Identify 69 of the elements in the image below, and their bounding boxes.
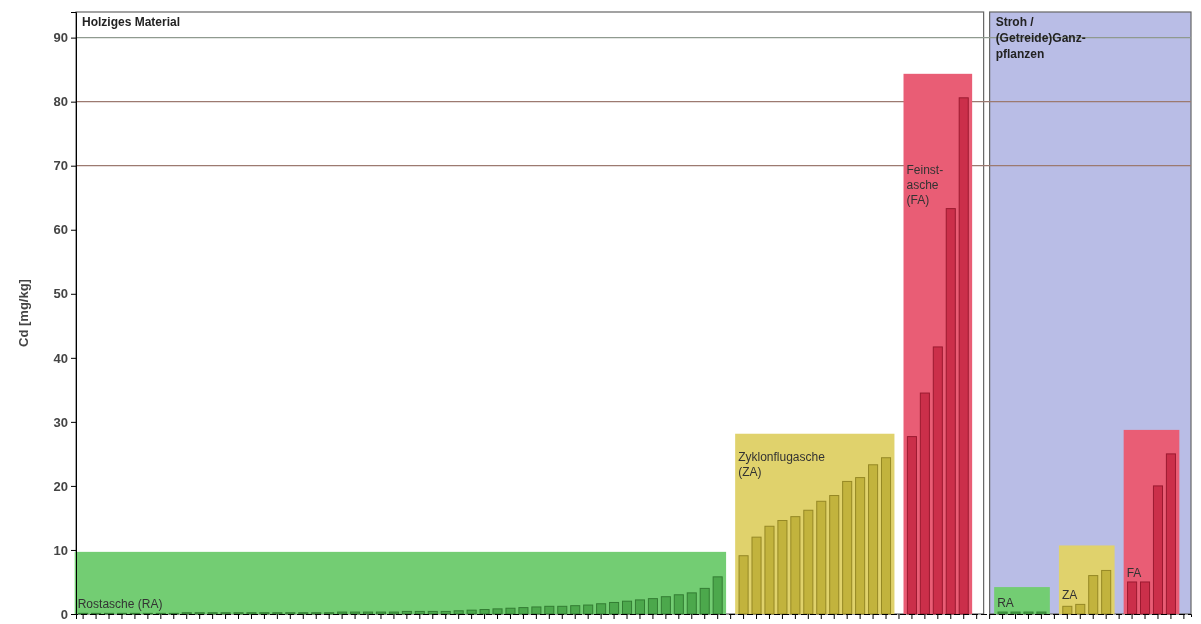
bar — [842, 480, 853, 615]
bar — [479, 609, 490, 615]
bar — [880, 457, 892, 615]
series-label: RA — [997, 596, 1014, 611]
bar — [570, 605, 581, 615]
bar — [544, 605, 555, 615]
bar — [621, 600, 633, 615]
bar — [868, 464, 879, 615]
bar — [427, 610, 438, 615]
bar — [1127, 581, 1138, 615]
bar — [712, 576, 723, 615]
y-tick-label: 90 — [53, 30, 68, 46]
bar — [673, 594, 684, 615]
bar — [1139, 581, 1151, 615]
y-tick-label: 80 — [53, 94, 68, 110]
bar — [492, 608, 503, 615]
series-label: FA — [1126, 565, 1142, 580]
y-tick-label: 40 — [53, 350, 68, 366]
y-tick-label: 20 — [53, 478, 68, 494]
bar — [958, 97, 969, 615]
bar — [1101, 569, 1112, 615]
bar — [919, 392, 930, 615]
bar — [1075, 603, 1086, 615]
series-label: ZA — [1061, 588, 1078, 603]
bar — [1088, 575, 1099, 615]
bar — [764, 525, 775, 615]
annotation: Stroh / (Getreide)Ganz-pflanzen — [995, 15, 1086, 61]
bar — [440, 610, 451, 615]
bar — [1062, 605, 1073, 615]
bar — [401, 610, 412, 615]
y-tick-label: 0 — [60, 606, 68, 622]
bar — [945, 208, 956, 615]
annotation: Holziges Material — [82, 15, 181, 29]
series-label: Rostasche (RA) — [77, 597, 163, 612]
y-tick-label: 70 — [53, 158, 68, 174]
bar — [855, 477, 866, 615]
bar — [790, 516, 801, 615]
bar — [596, 603, 607, 615]
bar — [634, 599, 646, 615]
bar — [531, 606, 542, 615]
bar — [557, 605, 568, 615]
bar — [738, 555, 749, 615]
y-tick-label: 10 — [53, 542, 68, 558]
y-axis-title: Cd [mg/kg] — [16, 279, 31, 347]
bar — [932, 346, 943, 615]
bar — [686, 592, 697, 615]
bar — [777, 520, 788, 615]
bar — [1152, 485, 1164, 615]
bar — [699, 587, 710, 615]
series-label: Zyklonflugasche (ZA) — [738, 450, 826, 480]
bar — [583, 604, 594, 615]
y-tick-label: 30 — [53, 414, 68, 430]
bar — [466, 609, 477, 615]
y-tick-label: 60 — [53, 222, 68, 238]
bar — [751, 536, 762, 615]
bar — [906, 436, 917, 615]
bar — [660, 596, 671, 615]
series-label: Feinst-asche (FA) — [906, 162, 944, 207]
bar — [414, 610, 425, 615]
bar — [816, 500, 827, 615]
bar — [609, 601, 620, 615]
bar — [1165, 453, 1176, 615]
bar — [647, 598, 658, 615]
bar — [829, 495, 840, 615]
bar — [505, 607, 516, 615]
y-tick-label: 50 — [53, 286, 68, 302]
bar — [453, 610, 464, 615]
bar — [803, 509, 814, 615]
bar — [518, 607, 529, 615]
